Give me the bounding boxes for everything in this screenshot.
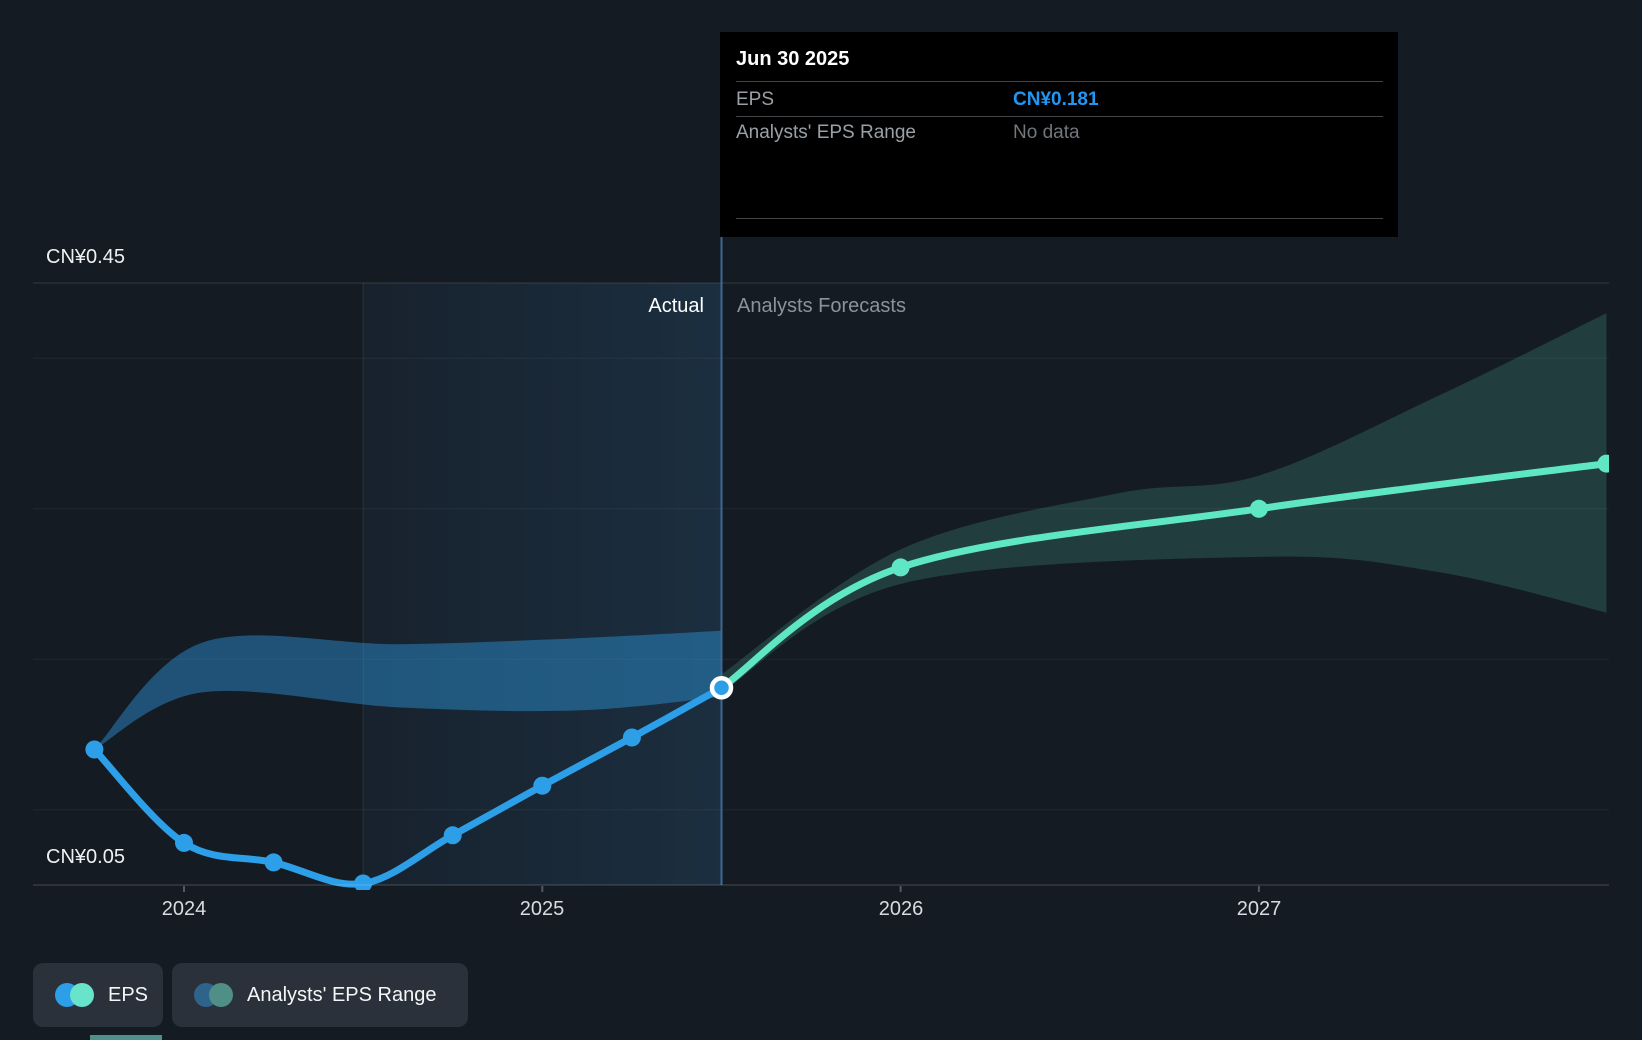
data-point[interactable] [354, 874, 373, 893]
tooltip-range-value: No data [1013, 122, 1080, 143]
y-axis-max-label: CN¥0.45 [46, 246, 125, 268]
data-point[interactable] [533, 776, 552, 795]
analysts-eps-range-band [721, 313, 1607, 693]
tooltip-separator [736, 81, 1383, 82]
eps-forecast-line[interactable] [718, 460, 1609, 692]
x-tick-2025: 2025 [519, 898, 565, 920]
x-tick-2026: 2026 [878, 898, 924, 920]
ttm-highlight-column [363, 283, 722, 885]
data-point[interactable] [264, 853, 283, 872]
x-tick-2027: 2027 [1236, 898, 1282, 920]
tooltip-separator [736, 116, 1383, 117]
legend-chip-analysts-eps-range[interactable]: Analysts' EPS Range [172, 963, 468, 1027]
data-point[interactable] [175, 833, 193, 852]
legend-label-analysts-range: Analysts' EPS Range [247, 983, 437, 1006]
actual-zone-label: Actual [648, 295, 704, 317]
data-point[interactable] [1597, 454, 1616, 473]
tooltip-range-label: Analysts' EPS Range [736, 122, 916, 143]
past-estimates-band [94, 630, 722, 750]
legend-label-eps: EPS [108, 983, 149, 1006]
highlighted-data-point[interactable] [709, 676, 734, 700]
tooltip-eps-label: EPS [736, 89, 775, 110]
x-tick-2024: 2024 [161, 898, 207, 920]
y-axis-min-label: CN¥0.05 [46, 846, 125, 868]
data-point[interactable] [622, 728, 641, 747]
tooltip-separator [736, 218, 1383, 219]
forecast-zone-label: Analysts Forecasts [737, 295, 906, 317]
data-point[interactable] [1249, 499, 1268, 518]
tooltip-date: Jun 30 2025 [736, 48, 850, 70]
tooltip-eps-value: CN¥0.181 [1013, 89, 1099, 110]
data-point[interactable] [891, 558, 910, 577]
data-point[interactable] [443, 826, 462, 845]
eps-legend-icon [55, 983, 95, 1007]
legend-chip-eps[interactable]: EPS [33, 963, 163, 1027]
bottom-accent-bar [90, 1035, 162, 1040]
data-point[interactable] [85, 740, 104, 759]
hover-tooltip: Jun 30 2025 EPS CN¥0.181 Analysts' EPS R… [720, 32, 1398, 237]
analysts-range-legend-icon [194, 983, 234, 1007]
